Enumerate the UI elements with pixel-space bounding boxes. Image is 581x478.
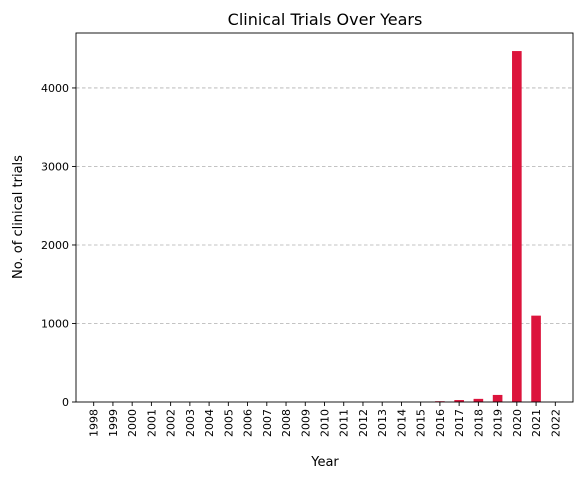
grid-layer: [76, 87, 573, 324]
x-tick-label-2014: 2014: [395, 409, 408, 437]
x-tick-label-2002: 2002: [165, 409, 178, 437]
x-tick-label-2005: 2005: [222, 409, 235, 437]
x-tick-label-2001: 2001: [145, 409, 158, 437]
x-tick-label-2007: 2007: [261, 409, 274, 437]
x-tick-label-1999: 1999: [107, 409, 120, 437]
x-tick-label-2017: 2017: [453, 409, 466, 437]
x-tick-label-2022: 2022: [549, 409, 562, 437]
x-tick-label-2019: 2019: [492, 409, 505, 437]
x-tick-label-2008: 2008: [280, 409, 293, 437]
y-tick-label: 3000: [41, 160, 69, 173]
x-tick-label-2015: 2015: [415, 409, 428, 437]
bar-2019: [492, 394, 503, 402]
x-tick-label-2020: 2020: [511, 409, 524, 437]
x-tick-label-1998: 1998: [88, 409, 101, 437]
x-tick-label-2010: 2010: [319, 409, 332, 437]
y-axis: 0 1000 2000 3000 4000: [41, 82, 76, 409]
x-tick-label-2011: 2011: [338, 409, 351, 437]
x-tick-label-2003: 2003: [184, 409, 197, 437]
x-tick-label-2016: 2016: [434, 409, 447, 437]
bar-2021: [531, 315, 541, 402]
bar-2017: [454, 400, 464, 402]
x-axis: 1998 1999 2000 2001 2002 2003 2004 2005 2006 2007…: [88, 402, 562, 437]
x-tick-label-2021: 2021: [530, 409, 543, 437]
x-tick-label-2013: 2013: [376, 409, 389, 437]
x-tick-label-2009: 2009: [299, 409, 312, 437]
y-tick-label: 4000: [41, 82, 69, 95]
chart-title: Clinical Trials Over Years: [228, 10, 423, 29]
y-tick-label: 0: [62, 396, 69, 409]
x-tick-label-2006: 2006: [242, 409, 255, 437]
y-tick-label: 1000: [41, 317, 69, 330]
x-tick-label-2004: 2004: [203, 409, 216, 437]
x-axis-label: Year: [310, 455, 339, 470]
x-tick-label-2012: 2012: [357, 409, 370, 437]
bar-2020: [512, 51, 522, 403]
x-tick-label-2000: 2000: [126, 409, 139, 437]
y-axis-label: No. of clinical trials: [11, 155, 26, 279]
x-tick-label-2018: 2018: [472, 409, 485, 437]
bar-layer: [435, 51, 541, 403]
bar-2018: [473, 398, 484, 402]
y-tick-label: 2000: [41, 239, 69, 252]
